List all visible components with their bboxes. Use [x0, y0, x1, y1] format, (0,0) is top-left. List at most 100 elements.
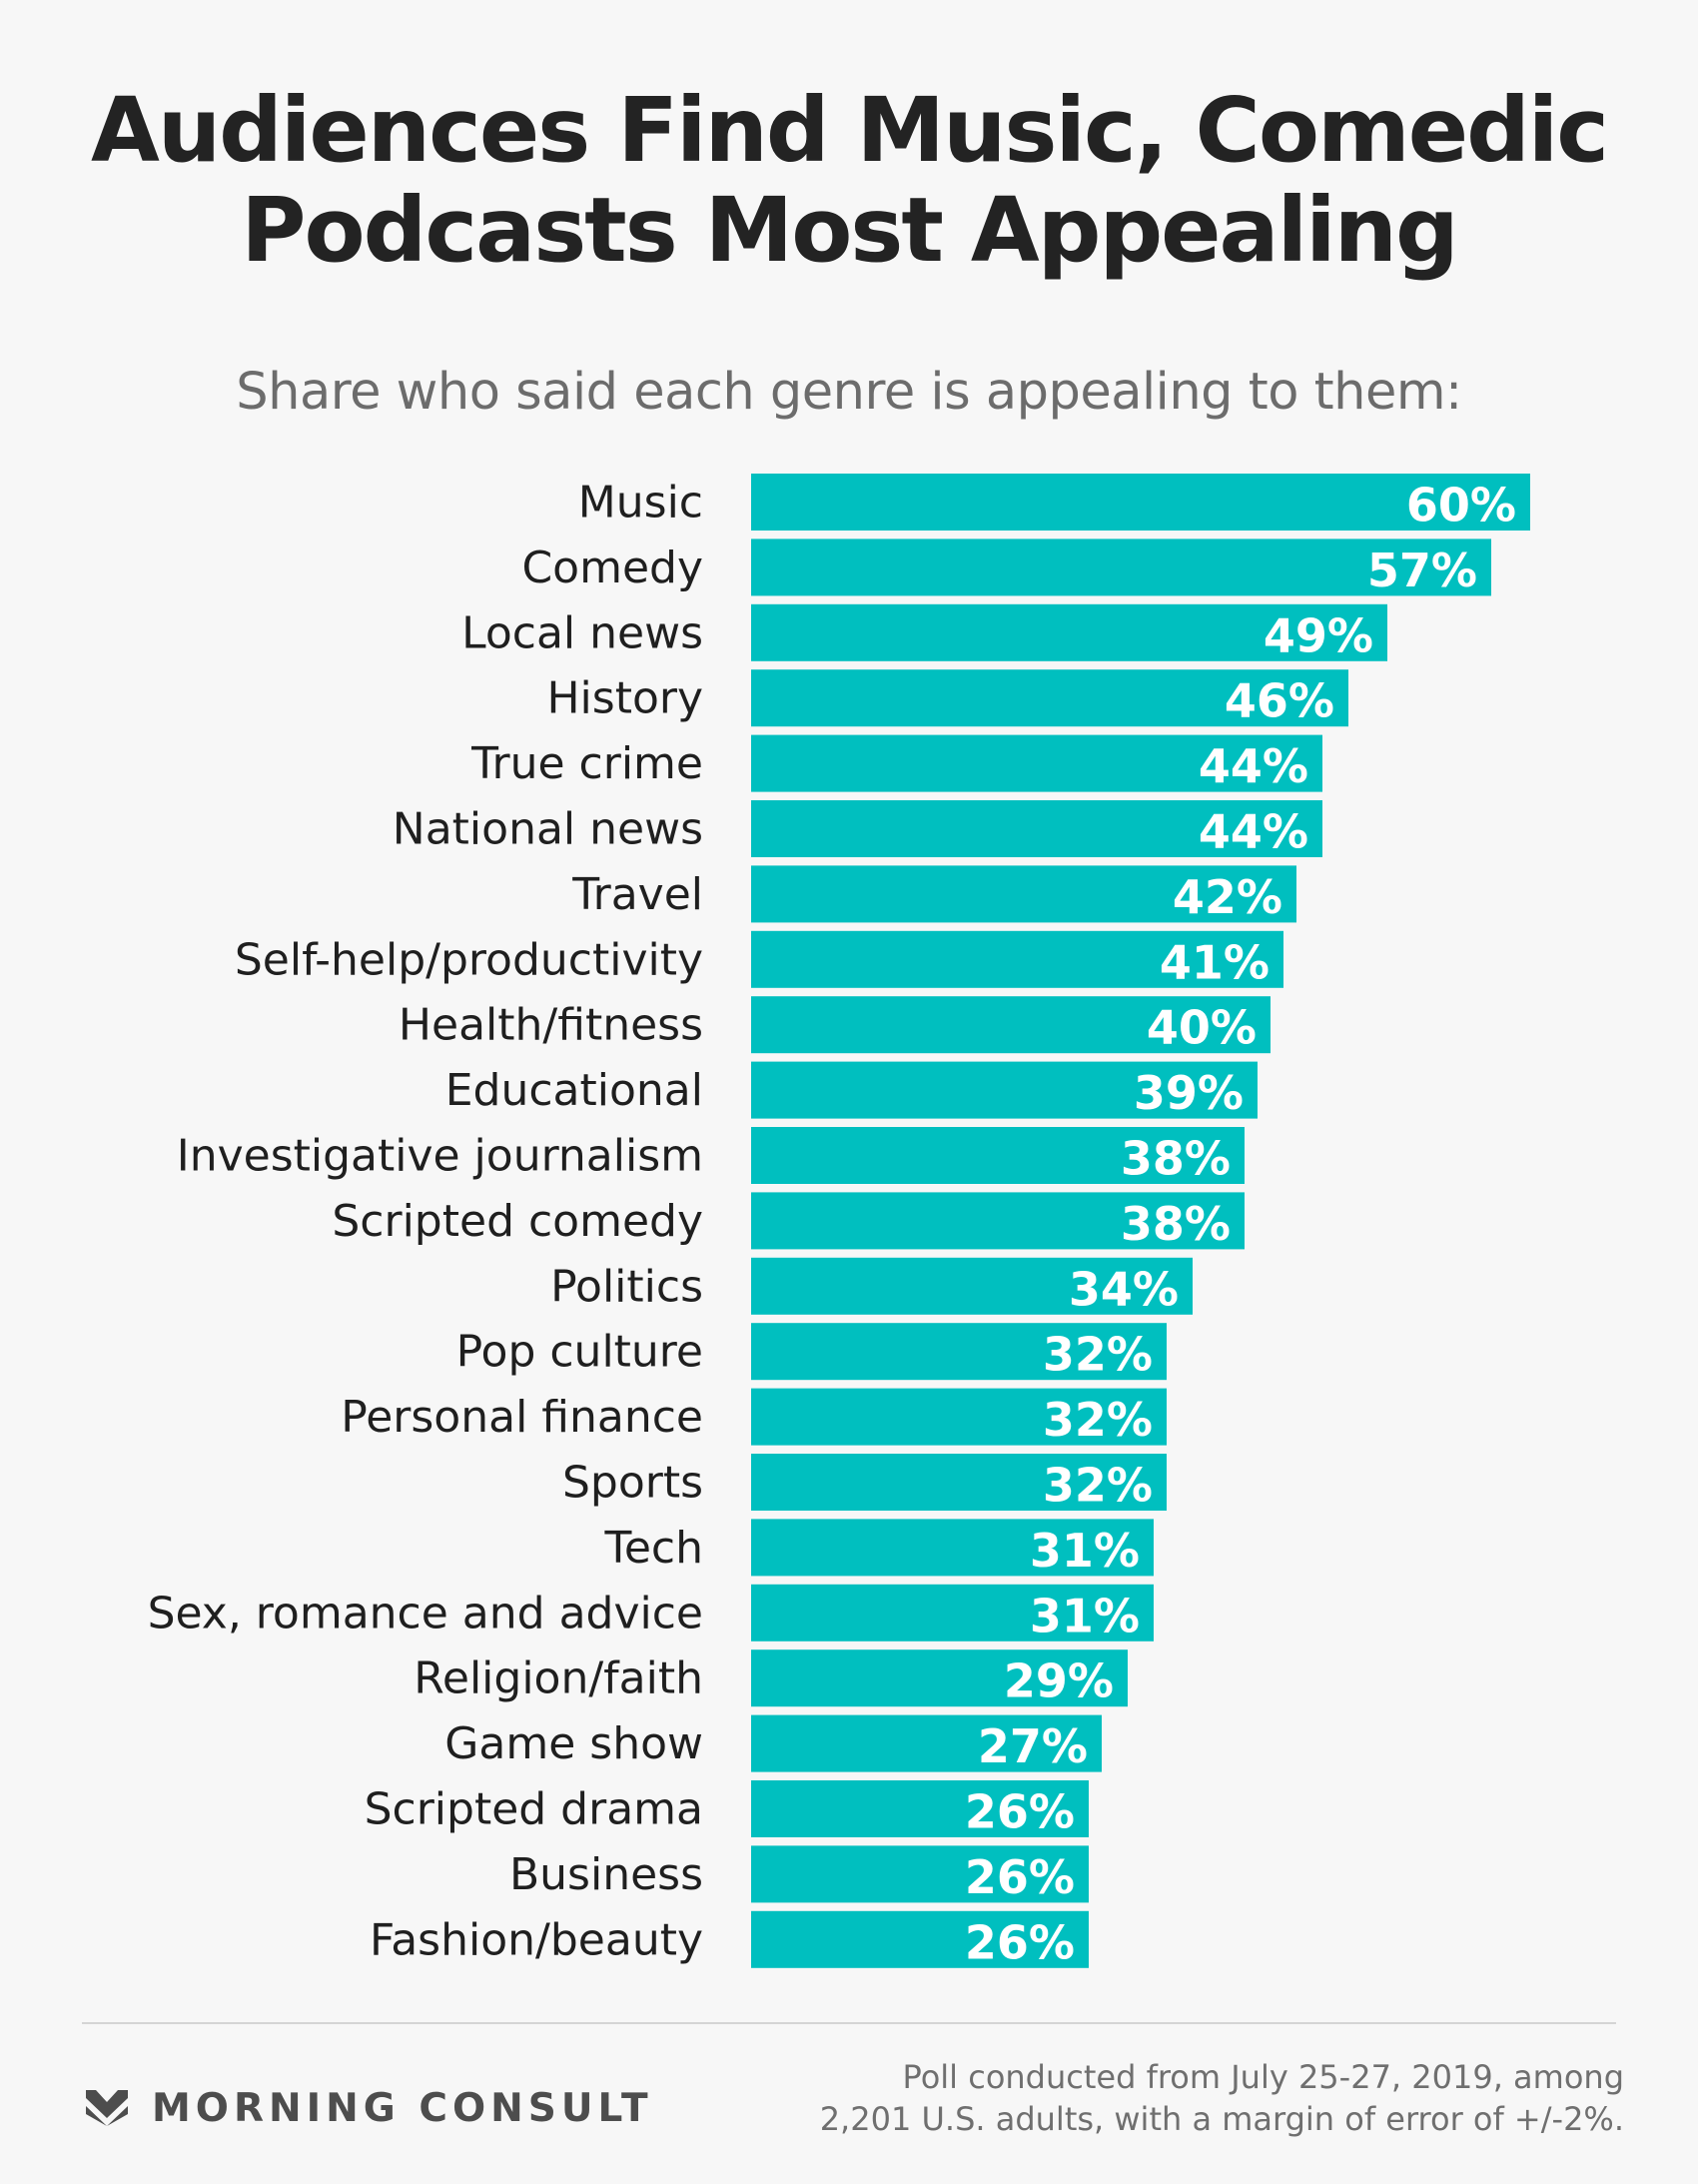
value-label: 41%	[1160, 935, 1270, 989]
bar	[751, 1061, 1258, 1119]
category-label: Pop culture	[456, 1327, 703, 1378]
bar-row: Tech 31%	[603, 1519, 1154, 1578]
category-label: Politics	[550, 1261, 703, 1312]
bar-row: National news 44%	[393, 800, 1322, 859]
bar	[751, 1454, 1167, 1511]
value-label: 44%	[1199, 739, 1308, 793]
bar-row: Sex, romance and advice 31%	[148, 1584, 1154, 1642]
category-label: Religion/faith	[414, 1653, 703, 1704]
bar-row: Scripted drama 26%	[365, 1780, 1089, 1839]
bar-row: Self-help/productivity 41%	[235, 930, 1283, 989]
category-label: Local news	[461, 607, 703, 658]
category-label: Tech	[603, 1523, 703, 1574]
bar	[751, 1192, 1245, 1250]
bar	[751, 1584, 1154, 1641]
category-label: Scripted drama	[365, 1784, 703, 1835]
category-label: Educational	[445, 1065, 703, 1116]
value-label: 39%	[1134, 1066, 1244, 1120]
chart-title: Audiences Find Music, Comedic Podcasts M…	[0, 80, 1698, 280]
value-label: 26%	[965, 1850, 1075, 1904]
bar	[751, 1388, 1167, 1446]
bar-row: Investigative journalism 38%	[177, 1127, 1245, 1186]
value-label: 32%	[1043, 1459, 1153, 1513]
brand-block: MORNING CONSULT	[86, 2080, 653, 2136]
bar	[751, 1910, 1089, 1968]
bar	[751, 930, 1283, 988]
category-label: National news	[393, 804, 703, 855]
bar	[751, 1780, 1089, 1837]
category-label: History	[546, 673, 703, 724]
bar-row: Travel 42%	[571, 865, 1296, 924]
value-label: 27%	[978, 1719, 1088, 1773]
bar-row: Scripted comedy 38%	[332, 1192, 1245, 1251]
value-label: 32%	[1043, 1393, 1153, 1447]
category-label: Music	[578, 478, 703, 529]
methodology-note-line-2: 2,201 U.S. adults, with a margin of erro…	[819, 2100, 1624, 2138]
category-label: Personal finance	[341, 1392, 703, 1443]
category-label: Comedy	[521, 543, 703, 593]
chart-title-line-1: Audiences Find Music, Comedic	[90, 78, 1609, 182]
value-label: 38%	[1121, 1132, 1231, 1186]
value-label: 29%	[1004, 1654, 1114, 1708]
bar	[751, 1845, 1089, 1903]
bar	[751, 865, 1296, 923]
bar	[751, 539, 1491, 596]
category-label: Travel	[571, 869, 703, 920]
bar-row: True crime 44%	[470, 734, 1322, 793]
value-label: 32%	[1043, 1328, 1153, 1382]
bar	[751, 800, 1322, 857]
bar	[751, 1519, 1154, 1577]
bar	[751, 474, 1530, 531]
category-label: Self-help/productivity	[235, 934, 703, 985]
value-label: 26%	[965, 1915, 1075, 1969]
bar	[751, 669, 1348, 727]
value-label: 42%	[1173, 870, 1282, 924]
bar	[751, 603, 1387, 661]
brand-name: MORNING CONSULT	[152, 2085, 653, 2131]
bar	[751, 996, 1271, 1054]
bar-row: Comedy 57%	[521, 539, 1491, 597]
bar-row: Pop culture 32%	[456, 1323, 1167, 1382]
value-label: 46%	[1225, 674, 1334, 728]
value-label: 38%	[1121, 1197, 1231, 1251]
category-label: Game show	[444, 1718, 703, 1769]
category-label: Scripted comedy	[332, 1196, 703, 1247]
bar-row: Game show 27%	[444, 1714, 1102, 1773]
category-label: True crime	[470, 738, 703, 789]
category-label: Fashion/beauty	[370, 1914, 703, 1965]
value-label: 49%	[1264, 608, 1373, 662]
bar-row: Educational 39%	[445, 1061, 1258, 1120]
value-label: 31%	[1030, 1524, 1140, 1578]
value-label: 57%	[1367, 544, 1477, 597]
bar-row: Music 60%	[578, 474, 1530, 533]
value-label: 60%	[1406, 479, 1516, 533]
value-label: 34%	[1069, 1262, 1179, 1316]
bar-row: Personal finance 32%	[341, 1388, 1167, 1447]
category-label: Health/fitness	[399, 1000, 703, 1051]
bar-row: Business 26%	[509, 1845, 1089, 1904]
bar-row: Religion/faith 29%	[414, 1649, 1128, 1708]
morning-consult-logo-icon	[86, 2090, 128, 2126]
bar-row: Health/fitness 40%	[399, 996, 1271, 1055]
category-label: Business	[509, 1849, 703, 1900]
value-label: 40%	[1147, 1001, 1257, 1055]
bar	[751, 1714, 1102, 1772]
chart-subtitle: Share who said each genre is appealing t…	[236, 363, 1462, 422]
bar	[751, 1127, 1245, 1184]
value-label: 44%	[1199, 805, 1308, 859]
methodology-note-line-1: Poll conducted from July 25-27, 2019, am…	[902, 2058, 1624, 2096]
bar	[751, 1649, 1128, 1707]
bar-row: Politics 34%	[550, 1257, 1193, 1316]
bar-row: Fashion/beauty 26%	[370, 1910, 1089, 1969]
chart-title-line-2: Podcasts Most Appealing	[241, 178, 1458, 282]
bar-row: Sports 32%	[562, 1454, 1167, 1513]
category-label: Investigative journalism	[177, 1131, 703, 1182]
bar-row: Local news 49%	[461, 603, 1387, 662]
value-label: 31%	[1030, 1589, 1140, 1642]
value-label: 26%	[965, 1785, 1075, 1839]
bar	[751, 734, 1322, 792]
bar	[751, 1323, 1167, 1381]
category-label: Sports	[562, 1458, 703, 1509]
category-label: Sex, romance and advice	[148, 1588, 703, 1638]
